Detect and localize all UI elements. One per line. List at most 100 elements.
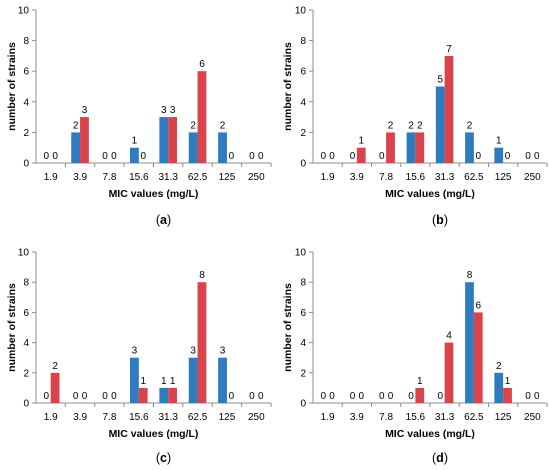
bar-series-1 bbox=[494, 147, 504, 163]
y-tick-label: 2 bbox=[23, 368, 29, 379]
bar-series-2 bbox=[386, 132, 395, 163]
x-tick-label: 31.3 bbox=[158, 412, 178, 423]
bar-data-label: 0 bbox=[258, 151, 264, 162]
panel-label: (c) bbox=[156, 451, 171, 465]
bar-data-label: 1 bbox=[417, 376, 423, 387]
x-tick-label: 15.6 bbox=[406, 412, 426, 423]
bar-series-1 bbox=[218, 357, 227, 403]
bar-data-label: 0 bbox=[111, 151, 117, 162]
bar-series-1 bbox=[465, 282, 474, 403]
y-axis-title: number of strains bbox=[282, 42, 294, 131]
y-tick-label: 6 bbox=[23, 308, 29, 319]
bar-data-label: 0 bbox=[320, 151, 326, 162]
x-tick-label: 3.9 bbox=[73, 172, 87, 183]
bar-data-label: 7 bbox=[446, 44, 452, 55]
bar-data-label: 0 bbox=[44, 391, 50, 402]
bar-data-label: 0 bbox=[320, 391, 326, 402]
y-axis-title: number of strains bbox=[6, 42, 18, 131]
bar-series-2 bbox=[138, 387, 148, 403]
bar-data-label: 0 bbox=[505, 151, 511, 162]
x-tick-label: 7.8 bbox=[102, 412, 116, 423]
x-tick-label: 1.9 bbox=[321, 412, 335, 423]
panel-label: (d) bbox=[432, 451, 448, 465]
x-tick-label: 125 bbox=[219, 412, 236, 423]
x-tick-label: 250 bbox=[524, 412, 541, 423]
x-tick-label: 62.5 bbox=[464, 172, 484, 183]
panel-label: (b) bbox=[432, 213, 448, 227]
y-tick-label: 4 bbox=[300, 97, 306, 108]
bar-series-1 bbox=[465, 132, 474, 163]
bar-data-label: 0 bbox=[52, 151, 58, 162]
x-axis-title: MIC values (mg/L) bbox=[109, 428, 199, 440]
y-tick-label: 0 bbox=[23, 399, 29, 410]
bar-data-label: 0 bbox=[140, 151, 146, 162]
bar-data-label: 1 bbox=[170, 376, 176, 387]
y-tick-label: 4 bbox=[23, 97, 29, 108]
bar-series-2 bbox=[168, 387, 177, 403]
bar-data-label: 2 bbox=[467, 120, 473, 131]
x-tick-label: 250 bbox=[248, 172, 265, 183]
bar-data-label: 0 bbox=[437, 391, 443, 402]
bar-data-label: 2 bbox=[388, 120, 394, 131]
y-tick-label: 8 bbox=[23, 36, 29, 47]
bar-data-label: 0 bbox=[111, 391, 117, 402]
y-tick-label: 0 bbox=[300, 159, 306, 170]
y-axis-title: number of strains bbox=[282, 283, 294, 372]
y-tick-label: 0 bbox=[23, 159, 29, 170]
bar-data-label: 0 bbox=[249, 151, 255, 162]
bar-data-label: 0 bbox=[525, 151, 531, 162]
bar-data-label: 1 bbox=[358, 136, 364, 147]
bar-data-label: 0 bbox=[329, 151, 335, 162]
x-tick-label: 62.5 bbox=[188, 412, 208, 423]
x-tick-label: 31.3 bbox=[435, 412, 455, 423]
x-tick-label: 15.6 bbox=[129, 172, 149, 183]
bar-series-1 bbox=[406, 132, 416, 163]
bar-series-1 bbox=[188, 132, 198, 163]
bar-data-label: 1 bbox=[161, 376, 167, 387]
bar-data-label: 1 bbox=[132, 136, 138, 147]
x-axis-title: MIC values (mg/L) bbox=[385, 428, 475, 440]
y-tick-label: 10 bbox=[295, 6, 307, 17]
bar-data-label: 0 bbox=[229, 391, 235, 402]
x-tick-label: 31.3 bbox=[435, 172, 455, 183]
bar-series-2 bbox=[80, 117, 89, 163]
y-tick-label: 4 bbox=[300, 338, 306, 349]
x-tick-label: 1.9 bbox=[321, 172, 335, 183]
y-tick-label: 8 bbox=[300, 36, 306, 47]
y-tick-label: 10 bbox=[18, 6, 30, 17]
y-tick-label: 6 bbox=[23, 67, 29, 78]
bar-data-label: 0 bbox=[102, 391, 108, 402]
bar-data-label: 6 bbox=[475, 300, 481, 311]
bar-data-label: 1 bbox=[496, 136, 502, 147]
bar-data-label: 0 bbox=[82, 391, 88, 402]
x-tick-label: 125 bbox=[219, 172, 236, 183]
bar-data-label: 0 bbox=[229, 151, 235, 162]
bar-data-label: 3 bbox=[132, 346, 138, 357]
bar-series-2 bbox=[415, 387, 425, 403]
bar-data-label: 0 bbox=[358, 391, 364, 402]
y-tick-label: 2 bbox=[300, 128, 306, 139]
bar-series-1 bbox=[159, 117, 169, 163]
y-tick-label: 2 bbox=[300, 368, 306, 379]
x-tick-label: 125 bbox=[495, 412, 512, 423]
bar-series-1 bbox=[71, 132, 81, 163]
panel-label: (a) bbox=[156, 213, 171, 227]
bar-data-label: 1 bbox=[140, 376, 146, 387]
bar-series-1 bbox=[494, 372, 504, 403]
y-tick-label: 6 bbox=[300, 67, 306, 78]
bar-data-label: 2 bbox=[417, 120, 423, 131]
x-tick-label: 3.9 bbox=[73, 412, 87, 423]
x-tick-label: 1.9 bbox=[44, 172, 58, 183]
bar-data-label: 3 bbox=[161, 105, 167, 116]
bar-data-label: 0 bbox=[73, 391, 79, 402]
bar-data-label: 0 bbox=[249, 391, 255, 402]
bar-data-label: 0 bbox=[350, 391, 356, 402]
bar-data-label: 5 bbox=[437, 75, 443, 86]
y-tick-label: 4 bbox=[23, 338, 29, 349]
bar-data-label: 0 bbox=[388, 391, 394, 402]
x-tick-label: 31.3 bbox=[158, 172, 178, 183]
bar-series-2 bbox=[503, 387, 512, 403]
